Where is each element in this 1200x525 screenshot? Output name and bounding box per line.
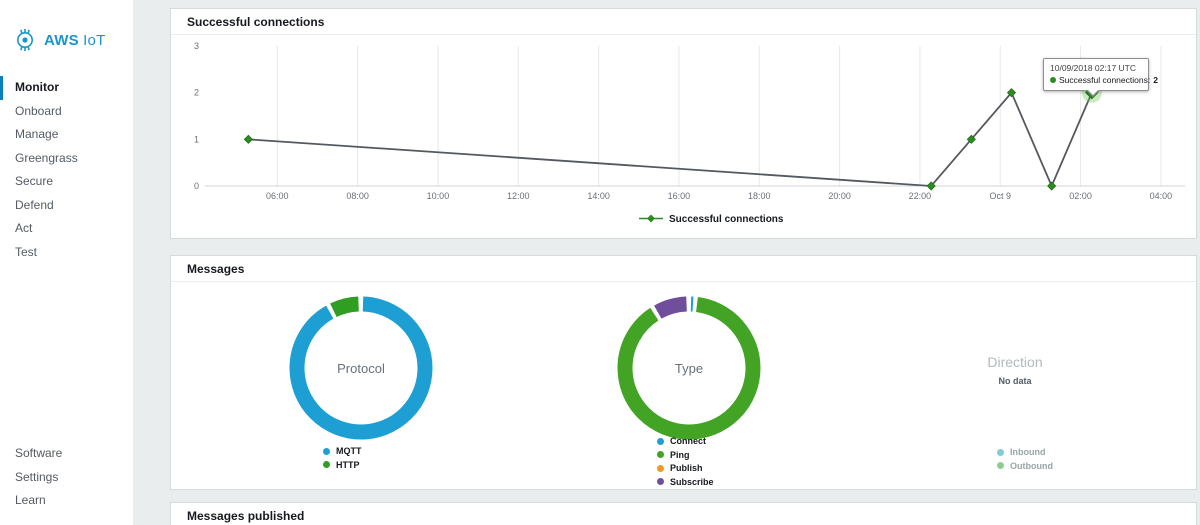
- sidebar-item-greengrass[interactable]: Greengrass: [15, 150, 78, 165]
- legend-label-ping: Ping: [670, 449, 690, 460]
- legend-item-http: HTTP: [323, 460, 362, 470]
- panel-successful-connections: Successful connections 06:00 08:00 10:00 12…: [170, 8, 1197, 239]
- x-tick-label: 16:00: [668, 191, 691, 201]
- main-content: Successful connections 06:00 08:00 10:00 12…: [170, 0, 1197, 525]
- sidebar-item-secure[interactable]: Secure: [15, 174, 54, 188]
- tooltip-series-dot: [1050, 77, 1056, 83]
- legend-item-subscribe: Subscribe: [657, 477, 714, 487]
- aws-iot-logo-icon: [17, 29, 33, 51]
- tooltip-series-row: Successful connections: 2: [1050, 75, 1158, 85]
- protocol-donut-chart: [289, 296, 433, 440]
- legend-dot-inbound: [997, 448, 1004, 456]
- legend-label-inbound: Inbound: [1010, 447, 1046, 457]
- aws-iot-logo[interactable]: AWS IoT: [12, 27, 105, 53]
- sidebar-item-test[interactable]: Test: [15, 244, 38, 259]
- x-tick-label: 06:00: [266, 191, 289, 201]
- panel-title-successful-connections: Successful connections: [171, 9, 1196, 35]
- y-tick-label: 1: [194, 134, 199, 144]
- tooltip-timestamp: 10/09/2018 02:17 UTC: [1050, 63, 1137, 73]
- logo-text: AWS IoT: [44, 32, 105, 49]
- logo-text-secondary: IoT: [83, 31, 106, 49]
- direction-chart-empty: Direction No data: [945, 354, 1085, 386]
- legend-item-inbound: Inbound: [997, 447, 1053, 457]
- y-tick-label: 2: [194, 88, 199, 98]
- direction-no-data-label: No data: [998, 376, 1032, 386]
- sidebar-nav: Monitor Onboard Manage Greengrass Secure…: [0, 76, 133, 264]
- successful-connections-chart: 06:00 08:00 10:00 12:00 14:00 16:00 18:00 20:00…: [194, 41, 1185, 225]
- x-tick-label: 14:00: [587, 191, 610, 201]
- sidebar-item-onboard[interactable]: Onboard: [15, 103, 62, 118]
- y-tick-label: 0: [194, 181, 199, 191]
- legend-item-connect: Connect: [657, 436, 714, 446]
- legend-dot-outbound: [997, 462, 1004, 469]
- sidebar: AWS IoT Monitor Onboard Manage Greengras…: [0, 0, 133, 525]
- panel-title-messages-published: Messages published: [187, 509, 305, 523]
- x-tick-label: 22:00: [909, 191, 932, 201]
- data-point: [966, 134, 976, 144]
- x-tick-label: 04:00: [1150, 191, 1173, 201]
- tooltip-arrow-inner: [1087, 89, 1099, 95]
- legend-item-ping: Ping: [657, 450, 714, 460]
- legend-item-outbound: Outbound: [997, 461, 1053, 471]
- legend-dot-publish: [657, 464, 664, 472]
- sidebar-item-learn[interactable]: Learn: [15, 493, 46, 507]
- data-point: [1006, 88, 1017, 98]
- x-tick-label: 20:00: [828, 191, 851, 201]
- legend-dot-connect: [657, 437, 664, 445]
- type-legend: Connect Ping Publish Subscribe: [657, 436, 714, 490]
- y-tick-label: 3: [194, 41, 199, 51]
- donut-slice-ping: [617, 296, 761, 440]
- type-donut-chart: [617, 296, 761, 440]
- legend-label: Successful connections: [669, 214, 784, 225]
- legend-label-outbound: Outbound: [1010, 460, 1053, 471]
- sidebar-item-monitor[interactable]: Monitor: [0, 76, 133, 100]
- legend-dot-http: [323, 461, 330, 468]
- sidebar-item-manage[interactable]: Manage: [15, 127, 59, 141]
- x-tick-label: Oct 9: [989, 191, 1011, 201]
- sidebar-item-software[interactable]: Software: [15, 446, 63, 460]
- x-tick-label: 18:00: [748, 191, 771, 201]
- chart-tooltip: 10/09/2018 02:17 UTC Successful connecti…: [1043, 58, 1158, 97]
- legend-dot-ping: [657, 451, 664, 458]
- sidebar-item-act[interactable]: Act: [15, 221, 33, 235]
- legend-label-publish: Publish: [670, 463, 703, 473]
- legend-label-mqtt: MQTT: [336, 446, 362, 456]
- panel-messages: Messages Protocol MQTT HTTP Type Connect P…: [170, 255, 1197, 490]
- logo-text-primary: AWS: [44, 31, 79, 49]
- x-tick-label: 10:00: [427, 191, 450, 201]
- protocol-donut: Protocol: [287, 294, 435, 442]
- x-tick-label: 08:00: [346, 191, 369, 201]
- legend-label-http: HTTP: [336, 459, 360, 470]
- sidebar-item-settings[interactable]: Settings: [15, 469, 59, 484]
- legend-item-mqtt: MQTT: [323, 446, 362, 456]
- sidebar-footer-nav: Software Settings Learn: [0, 442, 133, 513]
- type-donut: Type: [615, 294, 763, 442]
- x-tick-label: 02:00: [1069, 191, 1092, 201]
- direction-title: Direction: [987, 354, 1043, 370]
- data-point: [926, 181, 936, 191]
- data-point: [243, 134, 253, 144]
- legend-dot-subscribe: [657, 478, 664, 485]
- series-line: [248, 90, 1093, 189]
- donut-slice-mqtt: [289, 296, 433, 440]
- direction-legend: Inbound Outbound: [997, 447, 1053, 474]
- legend-label-subscribe: Subscribe: [670, 476, 714, 487]
- tooltip-value: 2: [1153, 75, 1158, 85]
- legend-label-connect: Connect: [670, 436, 706, 446]
- tooltip-series-label: Successful connections:: [1059, 75, 1151, 85]
- panel-messages-published: Messages published: [170, 502, 1197, 525]
- panel-title-messages: Messages: [171, 256, 1196, 282]
- sidebar-item-defend[interactable]: Defend: [15, 197, 54, 212]
- legend-dot-mqtt: [323, 447, 330, 455]
- data-point: [1047, 181, 1057, 191]
- legend-item-publish: Publish: [657, 463, 714, 473]
- legend-diamond-icon: [647, 214, 655, 223]
- protocol-legend: MQTT HTTP: [323, 446, 362, 473]
- x-tick-label: 12:00: [507, 191, 530, 201]
